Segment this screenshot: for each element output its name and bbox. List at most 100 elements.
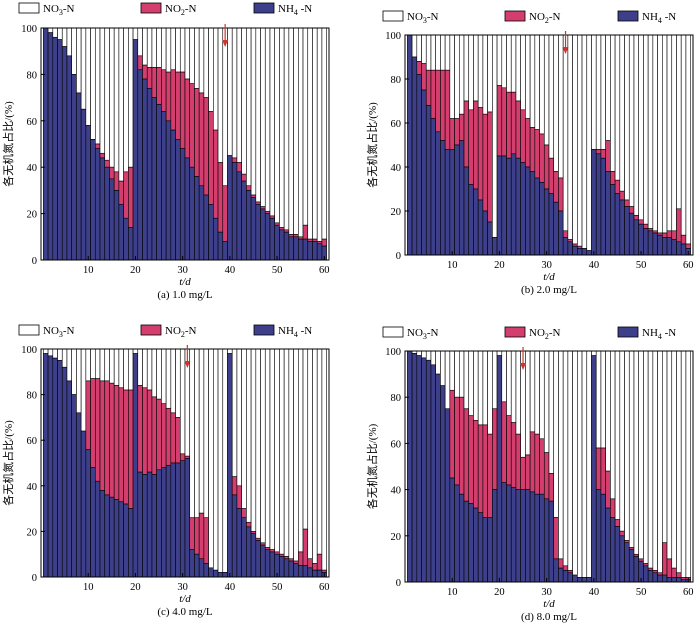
legend-item: NO2-N (140, 324, 197, 339)
bar-no2 (473, 100, 479, 190)
legend-label: NH4 -N (642, 327, 676, 341)
y-tick-label: 100 (21, 24, 37, 35)
bar-no3 (643, 350, 649, 564)
bar-no2 (657, 232, 663, 236)
legend-swatch-no3 (18, 324, 40, 336)
bar-no3 (128, 348, 134, 391)
bar-no2 (236, 162, 242, 173)
bar-nh4 (231, 494, 238, 578)
x-tick-label: 10 (447, 587, 458, 598)
bar-no3 (161, 348, 167, 405)
bar-no3 (194, 348, 200, 519)
bar-no3 (534, 350, 540, 435)
bar-no3 (543, 34, 550, 146)
bar-no2 (548, 473, 555, 502)
bar-no3 (657, 350, 663, 574)
x-tick-label: 60 (683, 260, 694, 271)
bar-no2 (231, 476, 238, 496)
bar-no2 (633, 553, 640, 557)
bar-no3 (647, 34, 654, 229)
bar-no2 (662, 232, 668, 238)
bar-no2 (298, 236, 304, 240)
bar-no3 (146, 27, 153, 68)
bar-no3 (454, 34, 460, 119)
bar-nh4 (47, 32, 54, 261)
bar-no2 (288, 558, 294, 562)
bar-no3 (170, 348, 176, 414)
bar-no3 (666, 34, 673, 232)
bar-no3 (482, 34, 488, 115)
x-tick-label: 40 (589, 587, 600, 598)
bar-no3 (113, 348, 120, 386)
bar-no3 (227, 348, 233, 354)
legend-swatch-no3 (382, 326, 404, 338)
x-tick-label: 30 (541, 587, 552, 598)
bar-no3 (71, 27, 77, 75)
bar-no3 (302, 27, 309, 226)
bar-nh4 (260, 544, 266, 578)
bar-no3 (581, 34, 588, 249)
bar-no2 (99, 152, 106, 159)
bar-nh4 (435, 131, 441, 256)
bar-no3 (633, 34, 640, 216)
bar-no3 (628, 34, 635, 207)
bar-nh4 (57, 39, 63, 261)
plot-frame (40, 27, 330, 261)
bar-no3 (577, 34, 583, 247)
bar-nh4 (463, 166, 470, 256)
bar-nh4 (605, 171, 611, 256)
bar-no3 (586, 34, 592, 251)
bar-no2 (165, 71, 172, 122)
y-tick-label: 20 (391, 532, 402, 543)
bar-nh4 (562, 570, 569, 583)
bar-nh4 (510, 486, 517, 583)
bar-no3 (440, 350, 446, 386)
bar-nh4 (246, 526, 252, 578)
bar-no2 (680, 577, 687, 580)
bar-no3 (638, 350, 644, 560)
bar-nh4 (316, 243, 323, 261)
arrow-marker (520, 347, 527, 370)
bar-no3 (246, 348, 252, 523)
bar-no2 (142, 64, 148, 80)
bar-no2 (293, 234, 299, 238)
y-axis-title: 各无机氮占比/(%) (365, 102, 379, 188)
bar-nh4 (213, 217, 219, 261)
y-tick-label: 60 (391, 119, 402, 130)
bar-no3 (610, 350, 616, 500)
bar-no2 (175, 71, 181, 140)
bar-nh4 (520, 489, 526, 583)
bar-no3 (482, 350, 488, 426)
bar-nh4 (586, 577, 592, 583)
panel-caption: (d) 8.0 mg/L (521, 611, 577, 623)
bar-no3 (477, 350, 484, 426)
bar-no3 (104, 27, 110, 161)
bar-nh4 (454, 484, 460, 583)
bar-no3 (61, 27, 68, 47)
bar-no2 (142, 387, 148, 475)
bar-no3 (217, 348, 224, 573)
bar-nh4 (175, 139, 181, 261)
bar-no3 (595, 34, 602, 150)
bar-nh4 (581, 577, 588, 583)
bar-no2 (198, 512, 205, 560)
bar-nh4 (94, 148, 101, 261)
bar-no3 (624, 350, 630, 541)
bar-no3 (548, 350, 555, 474)
bar-nh4 (279, 556, 285, 578)
bar-nh4 (241, 517, 247, 578)
bar-no3 (57, 348, 63, 361)
bar-no3 (685, 34, 691, 245)
bar-no3 (543, 350, 550, 453)
bar-nh4 (307, 567, 313, 578)
bar-no3 (231, 348, 238, 477)
x-tick-label: 40 (225, 265, 236, 276)
bar-nh4 (534, 177, 540, 256)
bar-nh4 (85, 125, 91, 261)
bar-no3 (123, 348, 129, 391)
bar-nh4 (496, 155, 503, 256)
plot-frame (404, 350, 694, 583)
bar-nh4 (189, 549, 195, 578)
x-tick-label: 60 (319, 265, 330, 276)
